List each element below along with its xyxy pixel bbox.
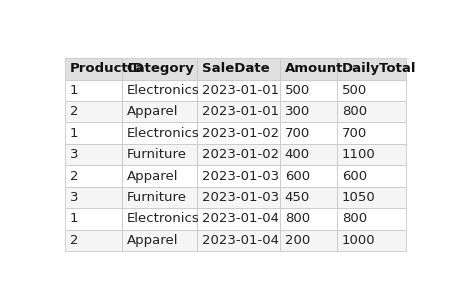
Text: 600: 600 [342,170,367,183]
Text: Category: Category [127,62,195,75]
Bar [65,144,122,165]
Bar [122,144,197,165]
Bar [280,144,337,165]
Text: 500: 500 [342,84,367,97]
Bar [280,187,337,208]
Text: 450: 450 [285,191,310,204]
Text: 700: 700 [285,127,310,140]
Bar [122,122,197,144]
Bar [122,80,197,101]
Text: 2023-01-03: 2023-01-03 [202,170,279,183]
Bar [65,229,122,251]
Text: Apparel: Apparel [127,170,178,183]
Text: Electronics: Electronics [127,212,200,225]
Bar [337,187,406,208]
Bar [280,58,337,80]
Bar [65,122,122,144]
Text: 200: 200 [285,234,310,247]
Bar [122,165,197,187]
Text: 2023-01-01: 2023-01-01 [202,105,279,118]
Text: 2: 2 [70,234,78,247]
Bar [197,122,280,144]
Text: 400: 400 [285,148,310,161]
Text: 2023-01-02: 2023-01-02 [202,148,279,161]
Text: 2023-01-02: 2023-01-02 [202,127,279,140]
Text: 2023-01-04: 2023-01-04 [202,212,279,225]
Text: 700: 700 [342,127,367,140]
Text: 1000: 1000 [342,234,375,247]
Bar [280,165,337,187]
Bar [197,208,280,229]
Bar [280,80,337,101]
Text: 800: 800 [285,212,310,225]
Bar [65,101,122,122]
Text: 1100: 1100 [342,148,375,161]
Bar [197,187,280,208]
Bar [337,58,406,80]
Text: 2023-01-04: 2023-01-04 [202,234,279,247]
Text: Apparel: Apparel [127,105,178,118]
Bar [65,80,122,101]
Text: Furniture: Furniture [127,191,187,204]
Bar [280,101,337,122]
Bar [65,165,122,187]
Text: ProductID: ProductID [70,62,145,75]
Text: Furniture: Furniture [127,148,187,161]
Bar [337,80,406,101]
Text: 1050: 1050 [342,191,375,204]
Bar [122,58,197,80]
Bar [65,208,122,229]
Bar [337,144,406,165]
Text: SaleDate: SaleDate [202,62,270,75]
Text: 500: 500 [285,84,310,97]
Text: DailyTotal: DailyTotal [342,62,416,75]
Bar [280,229,337,251]
Text: 300: 300 [285,105,310,118]
Text: 3: 3 [70,148,78,161]
Text: 800: 800 [342,212,367,225]
Bar [197,80,280,101]
Bar [122,229,197,251]
Bar [337,122,406,144]
Text: 800: 800 [342,105,367,118]
Text: Apparel: Apparel [127,234,178,247]
Text: Electronics: Electronics [127,127,200,140]
Text: Amount: Amount [285,62,343,75]
Bar [65,58,122,80]
Bar [197,144,280,165]
Text: 2: 2 [70,105,78,118]
Bar [280,122,337,144]
Bar [122,101,197,122]
Text: 1: 1 [70,127,78,140]
Text: Electronics: Electronics [127,84,200,97]
Bar [280,208,337,229]
Text: 600: 600 [285,170,310,183]
Text: 2023-01-01: 2023-01-01 [202,84,279,97]
Bar [197,165,280,187]
Bar [337,208,406,229]
Bar [337,165,406,187]
Bar [122,208,197,229]
Text: 2: 2 [70,170,78,183]
Bar [197,58,280,80]
Text: 1: 1 [70,84,78,97]
Text: 1: 1 [70,212,78,225]
Bar [337,229,406,251]
Bar [65,187,122,208]
Bar [197,101,280,122]
Text: 2023-01-03: 2023-01-03 [202,191,279,204]
Bar [197,229,280,251]
Bar [337,101,406,122]
Text: 3: 3 [70,191,78,204]
Bar [122,187,197,208]
